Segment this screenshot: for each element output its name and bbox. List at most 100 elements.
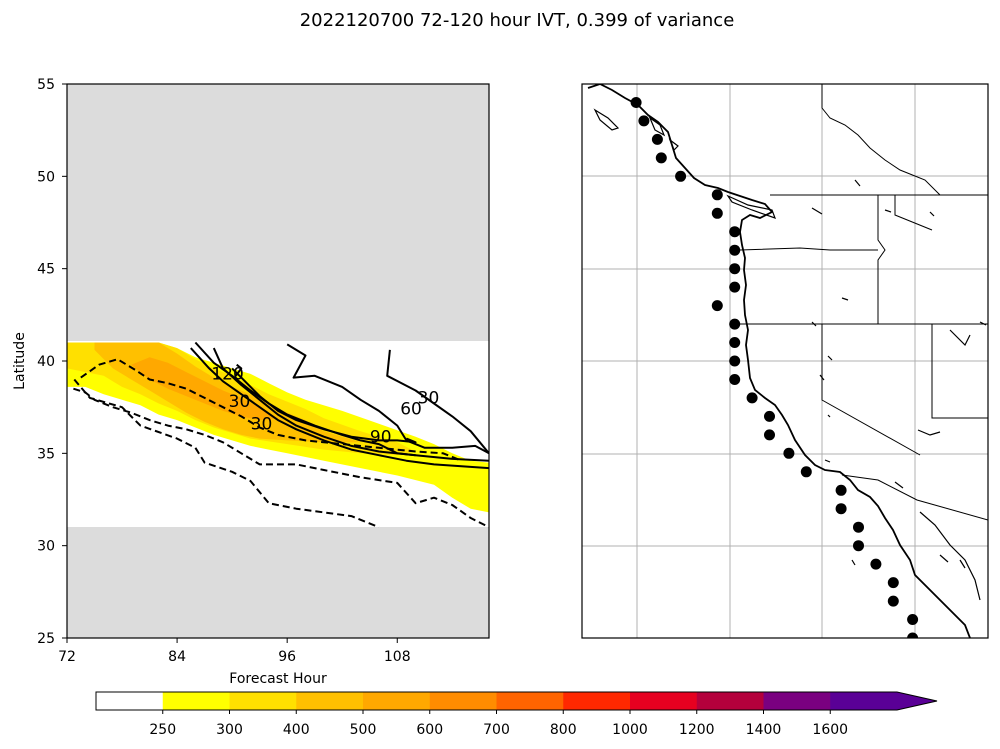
map-point (630, 97, 642, 108)
contour-label: 120 (211, 364, 243, 384)
map-point (835, 484, 847, 496)
contour-line-7 (80, 358, 462, 462)
map-point (711, 300, 723, 312)
figure-title: 2022120700 72-120 hour IVT, 0.399 of var… (300, 10, 735, 31)
colorbar-cell (763, 692, 831, 710)
map-point (729, 281, 741, 293)
y-tick-label: 25 (37, 631, 55, 647)
contour-line-9 (73, 378, 380, 529)
map-point (746, 392, 758, 404)
contour-line-5 (286, 343, 489, 455)
contour-line-1 (190, 347, 489, 470)
colorbar-cell (429, 692, 497, 710)
contour-label: 90 (370, 427, 392, 447)
x-axis-label: Forecast Hour (229, 671, 327, 687)
colorbar-ticks: 250 300 400 500 600 700 800 1000 1200 1400 1600 (149, 710, 848, 738)
map-gridlines (582, 84, 988, 638)
colorbar-cell (630, 692, 698, 710)
map-point (729, 337, 741, 348)
map-point (870, 558, 882, 570)
x-axis-ticks: 72 84 96 108 (58, 638, 411, 665)
map-point (729, 318, 741, 330)
map-point (835, 503, 847, 515)
map-point (675, 170, 687, 182)
colorbar-tick-label: 250 (149, 722, 176, 738)
y-axis-label: Latitude (12, 332, 28, 390)
x-tick-label: 108 (384, 649, 411, 665)
contour-label: 60 (400, 400, 422, 420)
map-points-layer (630, 97, 919, 638)
contour-line-8 (73, 387, 489, 529)
colorbar-cell (563, 692, 631, 710)
colorbar-cell (830, 692, 898, 710)
colorbar-cell (296, 692, 364, 710)
colorbar-tick-label: 300 (216, 722, 243, 738)
colorbar-tick-label: 500 (350, 722, 377, 738)
map-point (729, 374, 741, 385)
map-panel (581, 83, 989, 639)
colorbar-cell (496, 692, 564, 710)
contour-line-3 (194, 341, 416, 457)
colorbar-tick-label: 800 (550, 722, 577, 738)
y-tick-label: 50 (37, 169, 55, 185)
colorbar-tick-label: 700 (483, 722, 510, 738)
contour-label: 30 (229, 392, 251, 412)
map-point (887, 595, 899, 607)
colorbar-cell (162, 692, 230, 710)
map-point (729, 244, 741, 256)
colorbar-tick-label: 1200 (679, 722, 715, 738)
colorbar: 250 300 400 500 600 700 800 1000 1200 1400 1600 (95, 691, 938, 738)
y-tick-label: 45 (37, 262, 55, 278)
y-tick-label: 40 (37, 354, 55, 370)
contour-label: 30 (418, 388, 440, 408)
map-point (783, 447, 795, 459)
map-point (764, 429, 775, 441)
colorbar-tick-label: 1000 (612, 722, 648, 738)
masked-region-bottom (67, 527, 489, 638)
y-tick-label: 55 (37, 77, 55, 93)
ivt-fill-level-500 (131, 357, 278, 421)
map-point (907, 614, 919, 625)
y-tick-label: 35 (37, 446, 55, 462)
colorbar-cells (95, 691, 938, 711)
map-point (711, 189, 723, 201)
coastal-islands (593, 108, 987, 601)
map-panel-frame (581, 83, 989, 639)
y-axis-ticks: 25 30 35 40 45 50 55 (37, 77, 67, 647)
map-point (655, 152, 667, 164)
colorbar-extension (897, 692, 937, 710)
colorbar-cell (363, 692, 431, 710)
colorbar-tick-label: 400 (283, 722, 310, 738)
map-point (711, 207, 723, 219)
colorbar-cell (229, 692, 297, 710)
state-borders (739, 84, 988, 521)
map-point (887, 577, 899, 589)
map-point (764, 410, 775, 422)
colorbar-tick-label: 1600 (812, 722, 848, 738)
contour-label: 30 (251, 414, 273, 434)
map-point (853, 540, 864, 552)
map-point (907, 632, 919, 638)
map-point (651, 133, 663, 145)
map-point (729, 355, 741, 367)
colorbar-outline (95, 691, 938, 711)
contour-line-2 (212, 347, 489, 462)
colorbar-cell (96, 692, 164, 710)
ivt-contour-layer (73, 341, 489, 529)
contour-line-4 (231, 367, 417, 444)
coastline (587, 84, 971, 638)
colorbar-tick-label: 600 (416, 722, 443, 738)
x-tick-label: 96 (278, 649, 296, 665)
map-point (729, 226, 741, 238)
x-tick-label: 84 (168, 649, 186, 665)
map-point (800, 466, 812, 478)
contour-line-6 (386, 349, 489, 454)
colorbar-cell (696, 692, 764, 710)
map-point (729, 263, 741, 275)
masked-region-top (67, 84, 489, 341)
x-tick-label: 72 (58, 649, 76, 665)
map-point (853, 521, 864, 533)
